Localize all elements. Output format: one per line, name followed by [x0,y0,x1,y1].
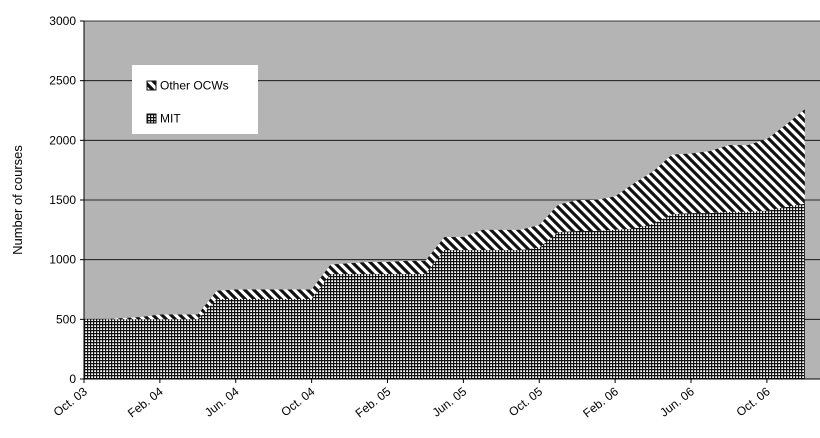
area-mit [84,203,805,379]
legend-label-other-ocws: Other OCWs [160,79,229,93]
y-tick-label: 2500 [49,74,76,88]
y-axis-title: Number of courses [10,145,25,255]
area-other-ocws [84,109,805,320]
legend-swatch-other-ocws [146,80,157,91]
legend-swatch-mit [146,113,157,124]
x-axis: Oct. 03 Feb. 04 Jun. 04 Oct. 04 Feb. 05 Jun. … [51,379,773,420]
y-tick-label: 1500 [49,193,76,207]
x-tick-label: Oct. 04 [278,384,317,419]
x-tick-label: Oct. 06 [734,384,773,419]
x-tick-label: Oct. 05 [506,384,545,419]
legend: Other OCWs MIT [132,65,258,134]
y-tick-label: 1000 [49,253,76,267]
y-tick-label: 500 [56,312,76,326]
x-tick-label: Feb. 05 [353,384,394,420]
x-tick-label: Jun. 04 [202,384,242,419]
x-tick-label: Feb. 06 [580,384,621,420]
x-tick-label: Oct. 03 [51,384,90,419]
y-axis: 0 500 1000 1500 2000 2500 3000 [49,14,85,386]
x-tick-label: Feb. 04 [125,384,166,420]
legend-box [132,65,258,134]
y-tick-label: 2000 [49,133,76,147]
x-tick-label: Jun. 06 [657,384,697,419]
y-tick-label: 3000 [49,14,76,28]
y-tick-label: 0 [69,372,76,386]
legend-label-mit: MIT [160,112,181,126]
x-tick-label: Jun. 05 [430,384,470,419]
series-areas [84,109,820,380]
